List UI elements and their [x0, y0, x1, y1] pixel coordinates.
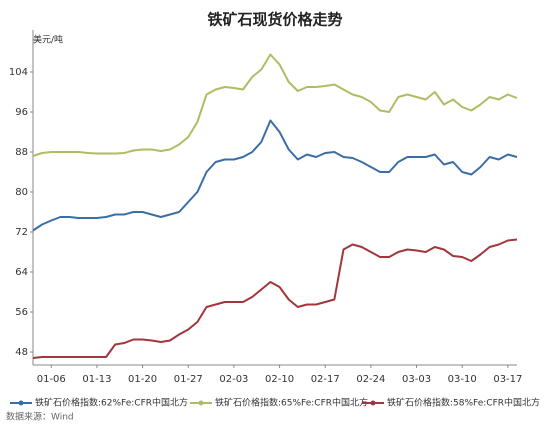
y-tick-label: 88 — [15, 147, 28, 158]
chart-title: 铁矿石现货价格走势 — [207, 11, 342, 29]
y-tick-label: 56 — [15, 307, 28, 318]
x-tick-label: 03-10 — [448, 374, 477, 385]
x-tick-label: 03-17 — [493, 374, 522, 385]
y-tick-label: 80 — [15, 187, 28, 198]
y-tick-label: 64 — [15, 267, 28, 278]
legend-label: 铁矿石价格指数:58%Fe:CFR中国北方 — [387, 397, 540, 409]
x-tick-label: 02-24 — [356, 374, 385, 385]
x-tick-label: 01-13 — [82, 374, 111, 385]
y-tick-label: 104 — [9, 67, 28, 78]
legend-marker — [198, 400, 204, 406]
y-axis-unit: 美元/吨 — [33, 34, 63, 46]
legend-marker — [18, 400, 24, 406]
y-tick-label: 96 — [15, 107, 28, 118]
series-line — [32, 238, 518, 359]
legend-marker — [370, 400, 376, 406]
y-tick-label: 48 — [15, 347, 28, 358]
y-tick-label: 72 — [15, 227, 28, 238]
x-tick-label: 01-27 — [174, 374, 203, 385]
series-line — [32, 119, 518, 232]
x-tick-label: 02-03 — [219, 374, 248, 385]
legend-label: 铁矿石价格指数:62%Fe:CFR中国北方 — [35, 397, 188, 409]
x-tick-label: 02-17 — [311, 374, 340, 385]
x-tick-label: 02-10 — [265, 374, 294, 385]
legend-label: 铁矿石价格指数:65%Fe:CFR中国北方 — [215, 397, 368, 409]
x-tick-label: 03-03 — [402, 374, 431, 385]
series-line — [32, 53, 518, 157]
x-tick-label: 01-20 — [128, 374, 157, 385]
x-tick-label: 01-06 — [37, 374, 66, 385]
source-note: 数据来源：Wind — [6, 411, 74, 423]
